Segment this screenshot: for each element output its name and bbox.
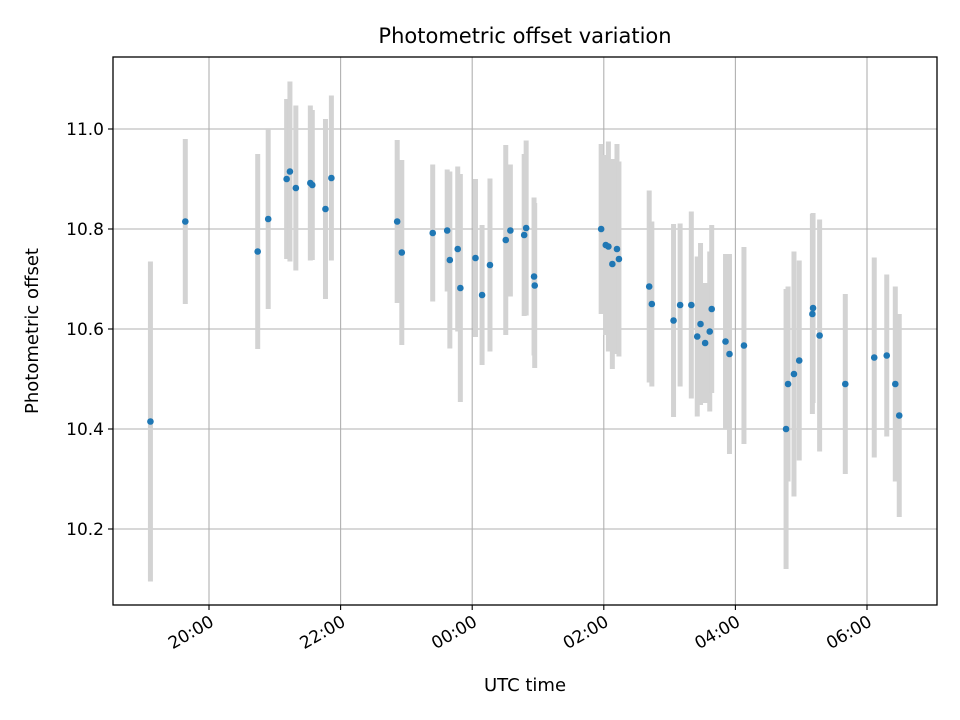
data-point [530,273,538,280]
data-point [726,350,733,358]
data-point [309,181,316,189]
data-point [398,249,406,256]
data-point [708,305,716,313]
data-point [870,354,878,361]
data-point [454,245,462,253]
data-points [147,168,903,433]
data-point [283,175,290,183]
data-point [254,248,261,255]
y-tick-label: 11.0 [66,120,104,140]
data-point [328,174,335,182]
data-point [522,224,530,232]
data-point [429,229,437,237]
data-point [520,231,528,239]
data-point [609,260,616,268]
data-point [782,425,790,433]
y-tick-label: 10.8 [66,220,104,240]
data-point [393,218,401,225]
data-point [701,339,709,347]
data-point [795,357,803,364]
data-point [264,215,272,223]
data-point [648,300,656,308]
data-point [816,332,823,339]
data-point [790,370,798,378]
y-tick-label: 10.4 [66,420,104,440]
y-axis-ticks: 10.2 10.4 10.6 10.8 11.0 [66,120,113,540]
data-point [182,218,189,225]
data-point [446,256,454,264]
data-point [706,328,714,335]
y-axis-label: Photometric offset [22,248,43,414]
y-tick-label: 10.2 [66,520,104,540]
data-point [472,254,479,262]
data-point [478,291,486,299]
data-point [645,283,653,290]
data-point [615,255,623,263]
data-point [693,333,701,340]
data-point [322,205,329,213]
data-point [891,380,899,388]
data-point [784,380,792,388]
data-point [486,261,494,269]
data-point [597,225,605,233]
data-point [286,168,294,175]
data-point [722,338,729,345]
data-point [895,412,903,419]
y-tick-label: 10.6 [66,320,104,340]
data-point [457,284,464,292]
data-point [613,245,621,253]
data-point [292,184,300,192]
data-point [676,301,684,309]
data-point [809,304,817,312]
data-point [147,418,154,425]
data-point [605,243,612,250]
x-axis-label: UTC time [484,675,566,696]
data-point [841,380,849,388]
data-point [740,342,748,349]
data-point [531,282,539,289]
data-point [809,310,816,318]
data-point [443,227,451,234]
data-point [883,352,891,359]
data-point [697,320,704,328]
data-point [507,227,514,234]
data-point [670,317,677,324]
data-point [502,236,510,244]
data-point [688,301,695,309]
chart-title: Photometric offset variation [378,24,671,48]
plot-frame [112,56,938,606]
